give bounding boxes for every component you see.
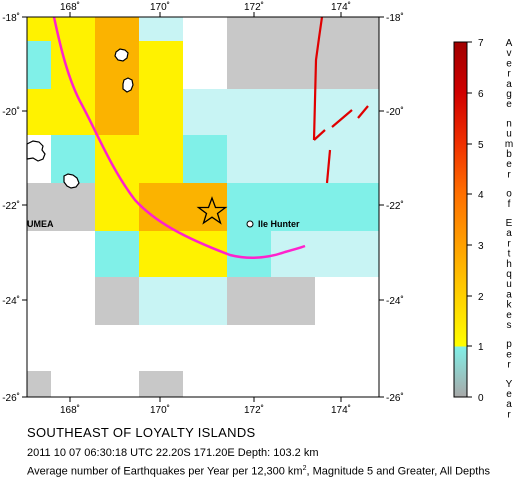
lat-tick-left-20: -20˚ — [2, 106, 20, 118]
lat-tick-right-24: -24˚ — [386, 295, 404, 307]
fault-lines — [312, 16, 369, 184]
lon-tick-top-174: 174˚ — [331, 1, 351, 13]
colorbar-tick-7: 7 — [478, 38, 484, 49]
lat-tick-right-18: -18˚ — [386, 12, 404, 24]
lat-tick-right-22: -22˚ — [386, 200, 404, 212]
average-description: Average number of Earthquakes per Year p… — [27, 465, 490, 478]
lat-tick-right-20: -20˚ — [386, 106, 404, 118]
colorbar-tick-2: 2 — [478, 292, 484, 303]
epicenter-star-icon — [196, 196, 228, 225]
ile-hunter-marker — [246, 220, 254, 228]
lon-tick-bottom-170: 170˚ — [150, 404, 170, 416]
colorbar-tick-1: 1 — [478, 342, 484, 353]
island-outlines — [26, 48, 134, 189]
trench-line — [52, 17, 306, 260]
umea-label: UMEA — [27, 219, 54, 229]
island-4 — [63, 173, 80, 189]
lat-tick-left-22: -22˚ — [2, 200, 20, 212]
colorbar-tick-0: 0 — [478, 393, 484, 404]
event-details: 2011 10 07 06:30:18 UTC 22.20S 171.20E D… — [27, 447, 319, 459]
island-1 — [114, 48, 129, 62]
ile-hunter-label: Ile Hunter — [258, 219, 300, 229]
average-description-text: Average number of Earthquakes per Year p… — [27, 465, 303, 478]
lat-tick-left-24: -24˚ — [2, 295, 20, 307]
lon-tick-top-168: 168˚ — [60, 1, 80, 13]
lat-tick-left-18: -18˚ — [2, 12, 20, 24]
lat-tick-left-26: -26˚ — [2, 392, 20, 404]
island-2 — [122, 77, 134, 93]
lon-tick-bottom-174: 174˚ — [331, 404, 351, 416]
island-3 — [26, 140, 46, 162]
map-frame — [26, 16, 380, 398]
average-description-superscript: 2 — [302, 465, 307, 472]
lon-tick-top-170: 170˚ — [150, 1, 170, 13]
region-title: SOUTHEAST OF LOYALTY ISLANDS — [27, 425, 256, 440]
colorbar-tick-6: 6 — [478, 89, 484, 100]
lon-tick-top-172: 172˚ — [244, 1, 264, 13]
colorbar-tick-3: 3 — [478, 241, 484, 252]
lat-tick-right-26: -26˚ — [386, 392, 404, 404]
lon-tick-bottom-168: 168˚ — [60, 404, 80, 416]
average-description-suffix: , Magnitude 5 and Greater, All Depths — [306, 465, 490, 478]
colorbar — [453, 41, 468, 398]
colorbar-tick-4: 4 — [478, 190, 484, 201]
colorbar-tick-5: 5 — [478, 140, 484, 151]
lon-tick-bottom-172: 172˚ — [244, 404, 264, 416]
